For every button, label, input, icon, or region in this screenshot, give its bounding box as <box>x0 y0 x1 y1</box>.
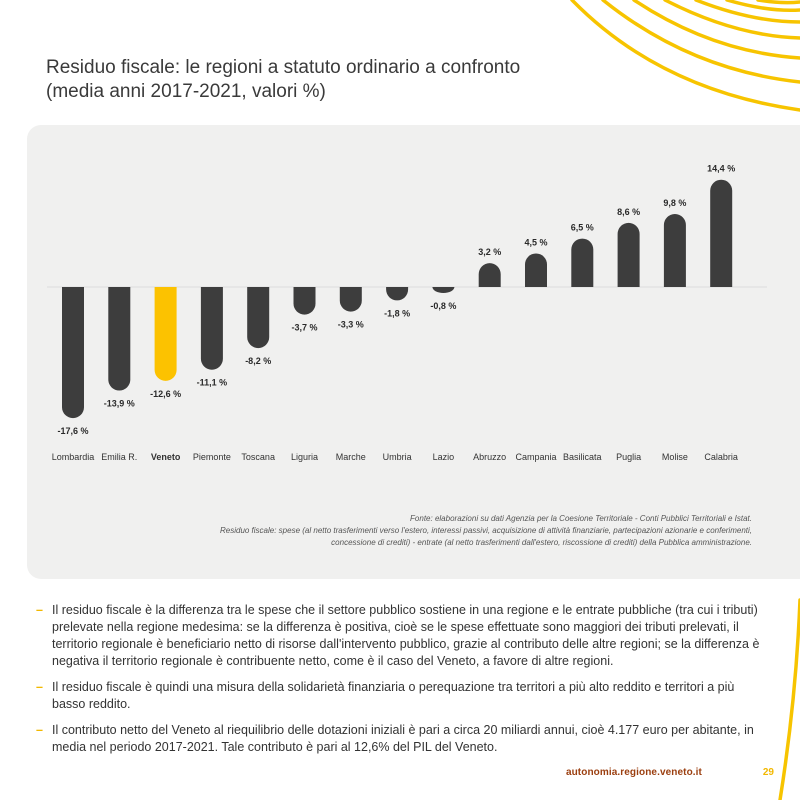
dash-marker: – <box>36 723 43 737</box>
value-label: -11,1 % <box>197 378 228 388</box>
value-label: -17,6 % <box>57 426 88 436</box>
value-label: -13,9 % <box>104 399 135 409</box>
bar-basilicata <box>571 238 594 287</box>
bar-emilia-r <box>108 287 131 391</box>
category-label: Lombardia <box>52 452 95 462</box>
category-label: Calabria <box>704 452 738 462</box>
bar-toscana <box>247 287 270 349</box>
category-label: Puglia <box>616 452 641 462</box>
website-link[interactable]: autonomia.regione.veneto.it <box>565 767 702 778</box>
arc-line <box>694 0 800 24</box>
page-title: Residuo fiscale: le regioni a statuto or… <box>46 56 606 104</box>
bullet-item: – Il residuo fiscale è la differenza tra… <box>36 602 766 670</box>
arc-line <box>632 0 800 60</box>
arc-line <box>778 598 800 800</box>
bar-veneto <box>154 287 177 381</box>
category-label: Toscana <box>241 452 275 462</box>
value-label: 4,5 % <box>524 237 547 247</box>
bar-calabria <box>710 179 733 287</box>
value-label: 9,8 % <box>663 198 686 208</box>
value-label: 8,6 % <box>617 207 640 217</box>
definition-note-line-2: concessione di crediti) - entrate (al ne… <box>331 538 752 547</box>
category-label: Abruzzo <box>473 452 506 462</box>
arc-line <box>570 0 800 112</box>
value-label: -8,2 % <box>245 356 271 366</box>
arc-line <box>663 0 800 40</box>
bar-lombardia <box>62 287 84 419</box>
value-label: -12,6 % <box>150 389 181 399</box>
chart-notes: Fonte: elaborazioni su dati Agenzia per … <box>132 513 752 549</box>
category-label: Lazio <box>433 452 455 462</box>
bullet-list: – Il residuo fiscale è la differenza tra… <box>36 602 766 765</box>
category-label: Umbria <box>383 452 412 462</box>
category-label: Molise <box>662 452 688 462</box>
value-label: 14,4 % <box>707 164 735 174</box>
arc-line <box>725 0 800 13</box>
category-label: Marche <box>336 452 366 462</box>
bar-piemonte <box>200 287 223 370</box>
bar-puglia <box>617 222 640 287</box>
category-label: Piemonte <box>193 452 231 462</box>
title-line-1: Residuo fiscale: le regioni a statuto or… <box>46 57 521 78</box>
bullet-text: Il contributo netto del Veneto al riequi… <box>52 723 754 754</box>
bar-molise <box>663 213 686 287</box>
value-label: -3,3 % <box>338 320 364 330</box>
value-label: 3,2 % <box>478 247 501 257</box>
bar-lazio <box>432 287 455 293</box>
bullet-text: Il residuo fiscale è la differenza tra l… <box>52 603 760 668</box>
bar-campania <box>525 253 547 287</box>
bar-abruzzo <box>478 263 501 287</box>
value-label: -3,7 % <box>291 323 317 333</box>
bullet-item: – Il residuo fiscale è quindi una misura… <box>36 679 766 713</box>
definition-note-line-1: Residuo fiscale: spese (al netto trasfer… <box>219 526 752 535</box>
category-label: Liguria <box>291 452 318 462</box>
category-label: Veneto <box>151 452 181 462</box>
source-note: Fonte: elaborazioni su dati Agenzia per … <box>410 514 752 523</box>
bullet-item: – Il contributo netto del Veneto al rieq… <box>36 722 766 756</box>
value-label: -0,8 % <box>430 301 456 311</box>
category-label: Campania <box>515 452 556 462</box>
dash-marker: – <box>36 603 43 617</box>
value-label: 6,5 % <box>571 223 594 233</box>
value-label: -1,8 % <box>384 308 410 318</box>
category-label: Emilia R. <box>101 452 137 462</box>
bar-liguria <box>293 287 316 315</box>
dash-marker: – <box>36 680 43 694</box>
page-number: 29 <box>762 767 774 778</box>
arc-line <box>756 0 800 5</box>
bullet-text: Il residuo fiscale è quindi una misura d… <box>52 680 735 711</box>
bar-marche <box>339 287 362 312</box>
bar-umbria <box>386 287 409 301</box>
title-line-2: (media anni 2017-2021, valori %) <box>46 81 326 102</box>
category-label: Basilicata <box>563 452 602 462</box>
residuo-fiscale-bar-chart: -17,6 % Lombardia -13,9 % Emilia R. -12,6 % V… <box>47 164 767 462</box>
arc-line <box>601 0 800 84</box>
